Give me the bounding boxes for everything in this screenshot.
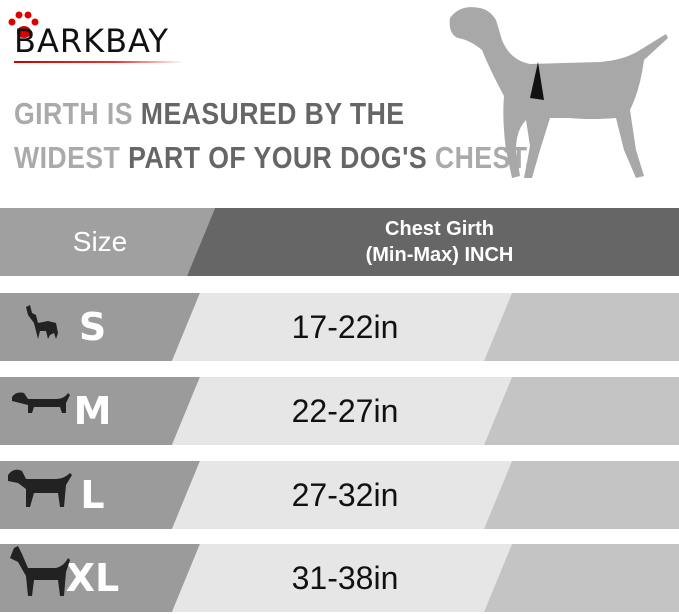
table-row: M 22-27in — [0, 377, 679, 445]
table-row: XL 31-38in — [0, 544, 679, 612]
brand-logo: BARKBAY — [14, 22, 169, 60]
size-label: XL — [65, 556, 120, 600]
header-line: Chest Girth — [385, 218, 494, 240]
headline-text: PART OF YOUR DOG'S — [128, 140, 435, 175]
dog-measurement-illustration — [449, 7, 668, 178]
great-dane-icon — [10, 546, 70, 596]
girth-value: 27-32in — [291, 476, 399, 513]
header-line: (Min-Max) INCH — [365, 244, 514, 266]
paw-icon — [8, 11, 39, 38]
size-column-header: Size — [72, 226, 128, 257]
table-row: L 27-32in — [0, 461, 679, 529]
logo-underline — [14, 61, 184, 63]
table-header: Size Chest Girth (Min-Max) INCH — [0, 208, 679, 276]
headline-text: MEASURED BY THE — [140, 96, 405, 131]
headline-line-1: GIRTH IS MEASURED BY THE — [14, 96, 405, 132]
labrador-icon — [8, 469, 72, 507]
girth-value: 22-27in — [291, 392, 399, 429]
table-row: S 17-22in — [0, 293, 679, 361]
chihuahua-icon — [26, 305, 58, 339]
headline-text: WIDEST — [14, 140, 129, 175]
size-label: S — [78, 305, 107, 349]
girth-value: 31-38in — [291, 559, 399, 596]
headline-text: GIRTH IS — [14, 96, 141, 131]
dachshund-icon — [12, 392, 70, 413]
size-label: L — [80, 473, 105, 517]
girth-value: 17-22in — [291, 308, 399, 345]
chest-girth-column-header: Chest Girth (Min-Max) INCH — [200, 216, 679, 268]
size-label: M — [73, 389, 112, 433]
